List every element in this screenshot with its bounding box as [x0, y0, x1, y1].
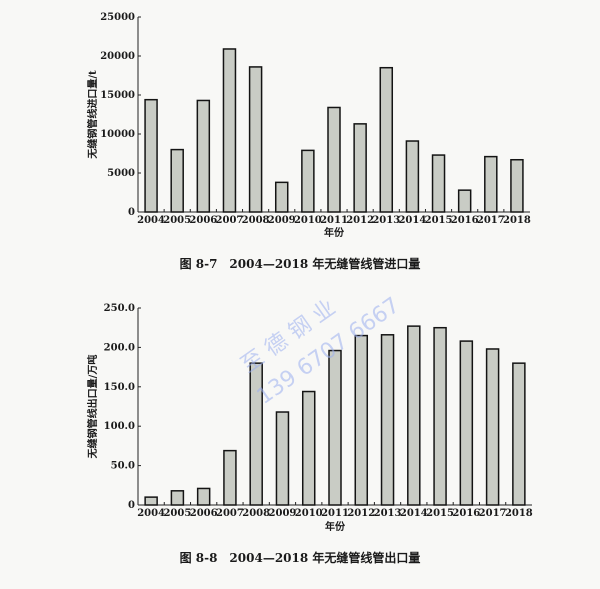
x-tick-label: 2007 [216, 508, 244, 519]
x-tick-label: 2009 [268, 215, 296, 226]
x-tick-label: 2016 [451, 215, 479, 226]
y-axis-label: 无缝钢管线进口量/t [86, 70, 99, 160]
bar-2011 [328, 349, 342, 506]
bar-2018 [512, 362, 526, 506]
figure-caption: 图 8-7 2004—2018 年无缝管线管进口量 [180, 256, 421, 271]
y-tick-label: 250.0 [104, 303, 135, 314]
x-tick-label: 2014 [400, 508, 428, 519]
bar-2014 [407, 325, 421, 506]
y-tick-label: 5000 [107, 168, 135, 179]
bar-2006 [196, 487, 211, 506]
x-tick-label: 2011 [321, 508, 349, 519]
x-tick-label: 2010 [294, 215, 322, 226]
bar-2007 [223, 449, 237, 506]
y-axis-label: 无缝钢管线出口量/万吨 [86, 355, 99, 460]
bar-2004 [144, 98, 158, 213]
import-chart: 0500010000150002000025000200420052006200… [86, 12, 531, 271]
x-tick-label: 2012 [347, 508, 375, 519]
x-tick-label: 2005 [163, 508, 191, 519]
x-tick-label: 2008 [242, 215, 270, 226]
bar-2005 [170, 148, 184, 213]
x-tick-label: 2007 [216, 215, 244, 226]
bar-2012 [353, 123, 367, 213]
y-tick-label: 15000 [100, 90, 135, 101]
bar-2017 [485, 348, 500, 506]
bar-2012 [354, 334, 369, 506]
bar-2009 [275, 411, 290, 506]
bar-2015 [431, 154, 446, 213]
watermark: 至 德 钢 业 139 6707 6667 [237, 293, 405, 410]
y-tick-label: 10000 [100, 129, 135, 140]
x-tick-label: 2004 [137, 215, 165, 226]
x-tick-label: 2005 [163, 215, 191, 226]
y-tick-label: 150.0 [104, 382, 135, 393]
bar-2004 [144, 496, 158, 506]
y-tick-label: 25000 [100, 12, 135, 23]
x-tick-label: 2017 [477, 215, 505, 226]
y-tick-label: 100.0 [104, 421, 135, 432]
bar-2014 [405, 140, 420, 213]
bar-2017 [484, 155, 498, 213]
bar-2013 [380, 334, 395, 506]
x-axis-label: 年份 [325, 520, 346, 533]
x-tick-label: 2013 [372, 215, 400, 226]
figure-caption: 图 8-8 2004—2018 年无缝管线管出口量 [180, 550, 421, 565]
x-tick-label: 2014 [398, 215, 426, 226]
x-tick-label: 2018 [505, 508, 533, 519]
bar-2016 [457, 189, 472, 213]
y-tick-label: 50.0 [111, 461, 135, 472]
x-tick-label: 2016 [452, 508, 480, 519]
bar-2009 [274, 181, 289, 213]
x-tick-label: 2004 [137, 508, 165, 519]
bar-2015 [433, 326, 447, 506]
y-tick-label: 0 [128, 500, 135, 511]
bar-2010 [301, 390, 316, 506]
y-tick-label: 20000 [100, 51, 135, 62]
bar-2010 [301, 149, 315, 213]
x-axis-label: 年份 [324, 226, 345, 239]
x-tick-label: 2006 [190, 508, 218, 519]
bar-2018 [510, 158, 524, 213]
x-tick-label: 2018 [503, 215, 531, 226]
x-tick-label: 2009 [269, 508, 297, 519]
x-tick-label: 2010 [295, 508, 323, 519]
x-tick-label: 2015 [426, 508, 454, 519]
y-tick-label: 200.0 [104, 342, 135, 353]
x-tick-label: 2012 [346, 215, 374, 226]
bar-2016 [459, 340, 474, 506]
bar-2008 [248, 66, 263, 213]
x-tick-label: 2017 [479, 508, 507, 519]
export-chart: 050.0100.0150.0200.0250.0200420052006200… [86, 303, 533, 565]
x-tick-label: 2006 [189, 215, 217, 226]
bar-2005 [170, 490, 185, 506]
x-tick-label: 2011 [320, 215, 348, 226]
bar-2006 [196, 99, 211, 213]
y-tick-label: 0 [128, 207, 135, 218]
x-tick-label: 2013 [374, 508, 402, 519]
x-tick-label: 2008 [242, 508, 270, 519]
bar-2013 [379, 66, 394, 213]
bar-2007 [222, 48, 237, 213]
bar-2008 [249, 362, 263, 506]
bar-2011 [327, 106, 341, 213]
x-tick-label: 2015 [425, 215, 453, 226]
